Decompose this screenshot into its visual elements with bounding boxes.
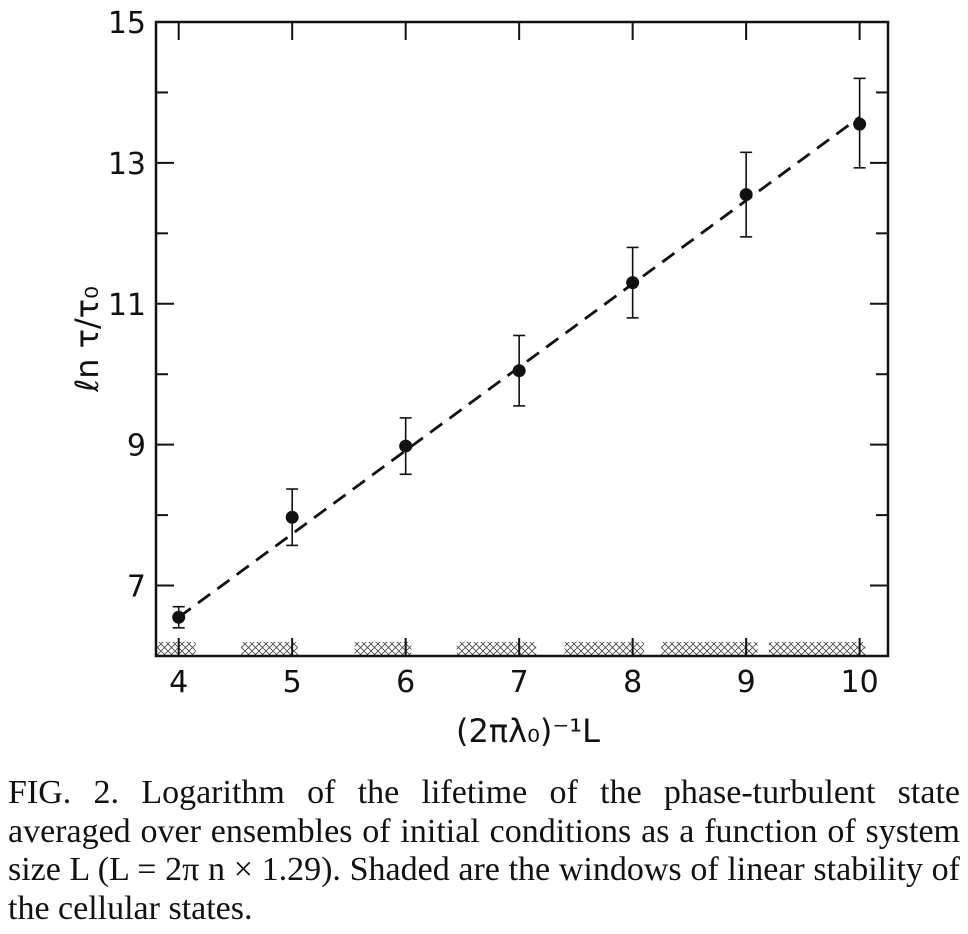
y-tick-label: 9 (127, 429, 146, 464)
figure-caption: FIG. 2. Logarithm of the lifetime of the… (8, 774, 960, 927)
data-point (399, 439, 413, 453)
data-point (512, 364, 526, 378)
y-tick-label: 7 (127, 570, 146, 605)
x-axis-label: (2πλ₀)⁻¹L (456, 712, 600, 750)
data-point (172, 610, 186, 624)
plot-frame (154, 20, 890, 658)
data-point (285, 510, 299, 524)
stability-window (564, 642, 644, 656)
x-tick-label: 6 (396, 665, 415, 700)
stability-window (156, 642, 196, 656)
x-tick-label: 9 (737, 665, 756, 700)
y-tick-labels: 7 9 11 13 15 (108, 6, 146, 605)
stability-windows (156, 642, 866, 656)
axis-ticks (156, 21, 888, 656)
data-points (172, 77, 867, 629)
stability-window (768, 642, 866, 656)
data-point (853, 117, 867, 131)
x-tick-labels: 4 5 6 7 8 9 10 (169, 665, 879, 700)
y-tick-label: 11 (108, 288, 146, 323)
data-point (626, 276, 640, 290)
x-tick-label: 10 (841, 665, 879, 700)
data-point (739, 188, 753, 202)
stability-window (354, 642, 412, 656)
y-tick-label: 15 (108, 6, 146, 41)
y-axis-label: ℓn τ/τ₀ (68, 286, 106, 393)
x-tick-label: 4 (169, 665, 188, 700)
x-tick-label: 5 (283, 665, 302, 700)
y-tick-label: 13 (108, 147, 146, 182)
stability-window (456, 642, 537, 656)
stability-window (661, 642, 758, 656)
x-tick-label: 7 (510, 665, 529, 700)
stability-window (241, 642, 298, 656)
lifetime-chart: 4 5 6 7 8 9 10 7 9 11 13 15 (2πλ₀)⁻¹L ℓn τ/τ₀ (68, 6, 890, 750)
x-tick-label: 8 (623, 665, 642, 700)
